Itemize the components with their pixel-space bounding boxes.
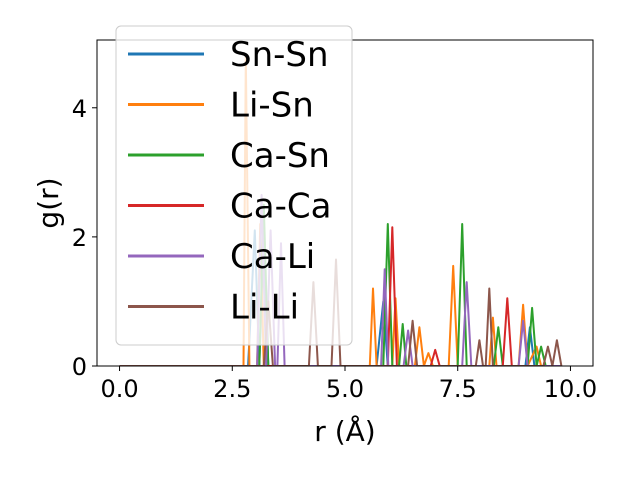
series-line-ca-ca [119,226,562,366]
x-tick-label: 7.5 [439,375,477,403]
legend-label-ca-sn: Ca-Sn [230,136,330,176]
y-tick-label: 0 [72,353,87,381]
x-tick-label: 0.0 [100,375,138,403]
legend-label-ca-ca: Ca-Ca [230,187,331,227]
legend-label-li-sn: Li-Sn [230,86,314,126]
y-tick-label: 2 [72,224,87,252]
x-tick-label: 10.0 [544,375,597,403]
series-line-li-li [119,258,563,366]
y-tick-label: 4 [72,95,87,123]
series-line-ca-sn [119,203,562,366]
y-axis-label: g(r) [32,177,65,228]
x-axis-ticks: 0.0 2.5 5.0 7.5 10.0 [100,366,597,403]
x-axis-label-text: r (Å) [314,414,375,448]
legend-label-ca-li: Ca-Li [230,237,315,277]
x-axis-label: r (Å) [314,414,375,448]
x-tick-label: 2.5 [213,375,251,403]
x-tick-label: 5.0 [326,375,364,403]
legend: Sn-Sn Li-Sn Ca-Sn Ca-Ca Ca-Li Li-Li [115,25,353,346]
legend-label-li-li: Li-Li [230,288,299,328]
y-axis-ticks: 0 2 4 [72,95,97,381]
legend-label-sn-sn: Sn-Sn [230,35,329,75]
